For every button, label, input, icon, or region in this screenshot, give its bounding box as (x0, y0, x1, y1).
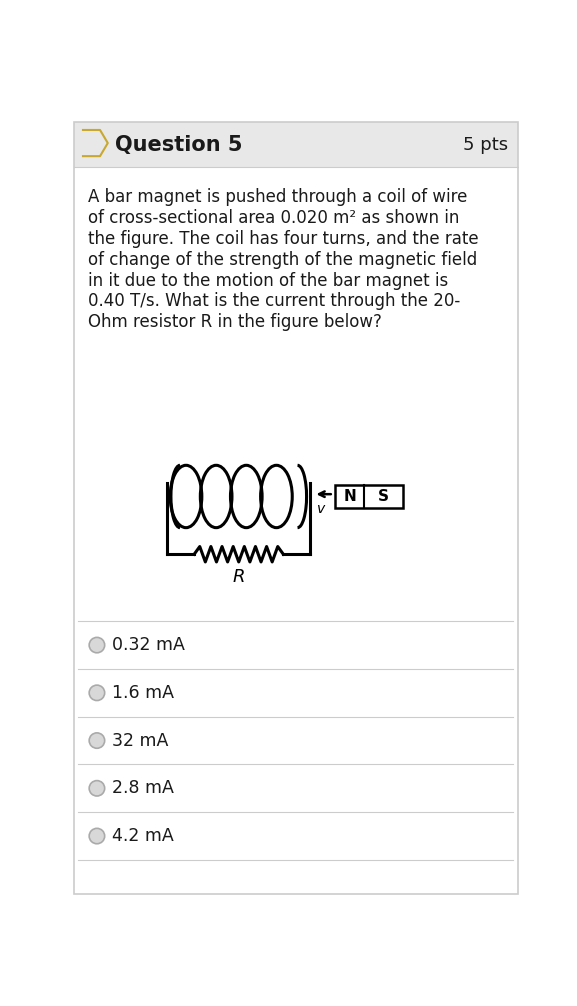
Text: 0.40 T/s. What is the current through the 20-: 0.40 T/s. What is the current through th… (88, 293, 460, 311)
Text: 2.8 mA: 2.8 mA (113, 780, 174, 798)
Bar (74, 123, 518, 167)
Circle shape (89, 828, 104, 844)
Text: N: N (343, 489, 356, 504)
Text: 0.32 mA: 0.32 mA (113, 636, 185, 654)
Text: 4.2 mA: 4.2 mA (113, 827, 174, 845)
Circle shape (89, 732, 104, 748)
Circle shape (89, 638, 104, 653)
Text: of change of the strength of the magnetic field: of change of the strength of the magneti… (88, 250, 477, 269)
Text: v: v (317, 502, 325, 516)
Text: 32 mA: 32 mA (113, 731, 169, 749)
Circle shape (89, 781, 104, 796)
Text: Ohm resistor R in the figure below?: Ohm resistor R in the figure below? (88, 313, 381, 331)
Bar (335, 485, 403, 508)
Text: S: S (378, 489, 389, 504)
Text: of cross-sectional area 0.020 m² as shown in: of cross-sectional area 0.020 m² as show… (88, 209, 459, 227)
Text: 1.6 mA: 1.6 mA (113, 684, 174, 702)
Text: Question 5: Question 5 (115, 135, 242, 155)
Text: R: R (233, 568, 245, 586)
Text: the figure. The coil has four turns, and the rate: the figure. The coil has four turns, and… (88, 230, 478, 248)
Text: A bar magnet is pushed through a coil of wire: A bar magnet is pushed through a coil of… (88, 188, 467, 206)
Circle shape (89, 685, 104, 700)
Text: in it due to the motion of the bar magnet is: in it due to the motion of the bar magne… (88, 272, 448, 290)
Text: 5 pts: 5 pts (463, 136, 508, 154)
